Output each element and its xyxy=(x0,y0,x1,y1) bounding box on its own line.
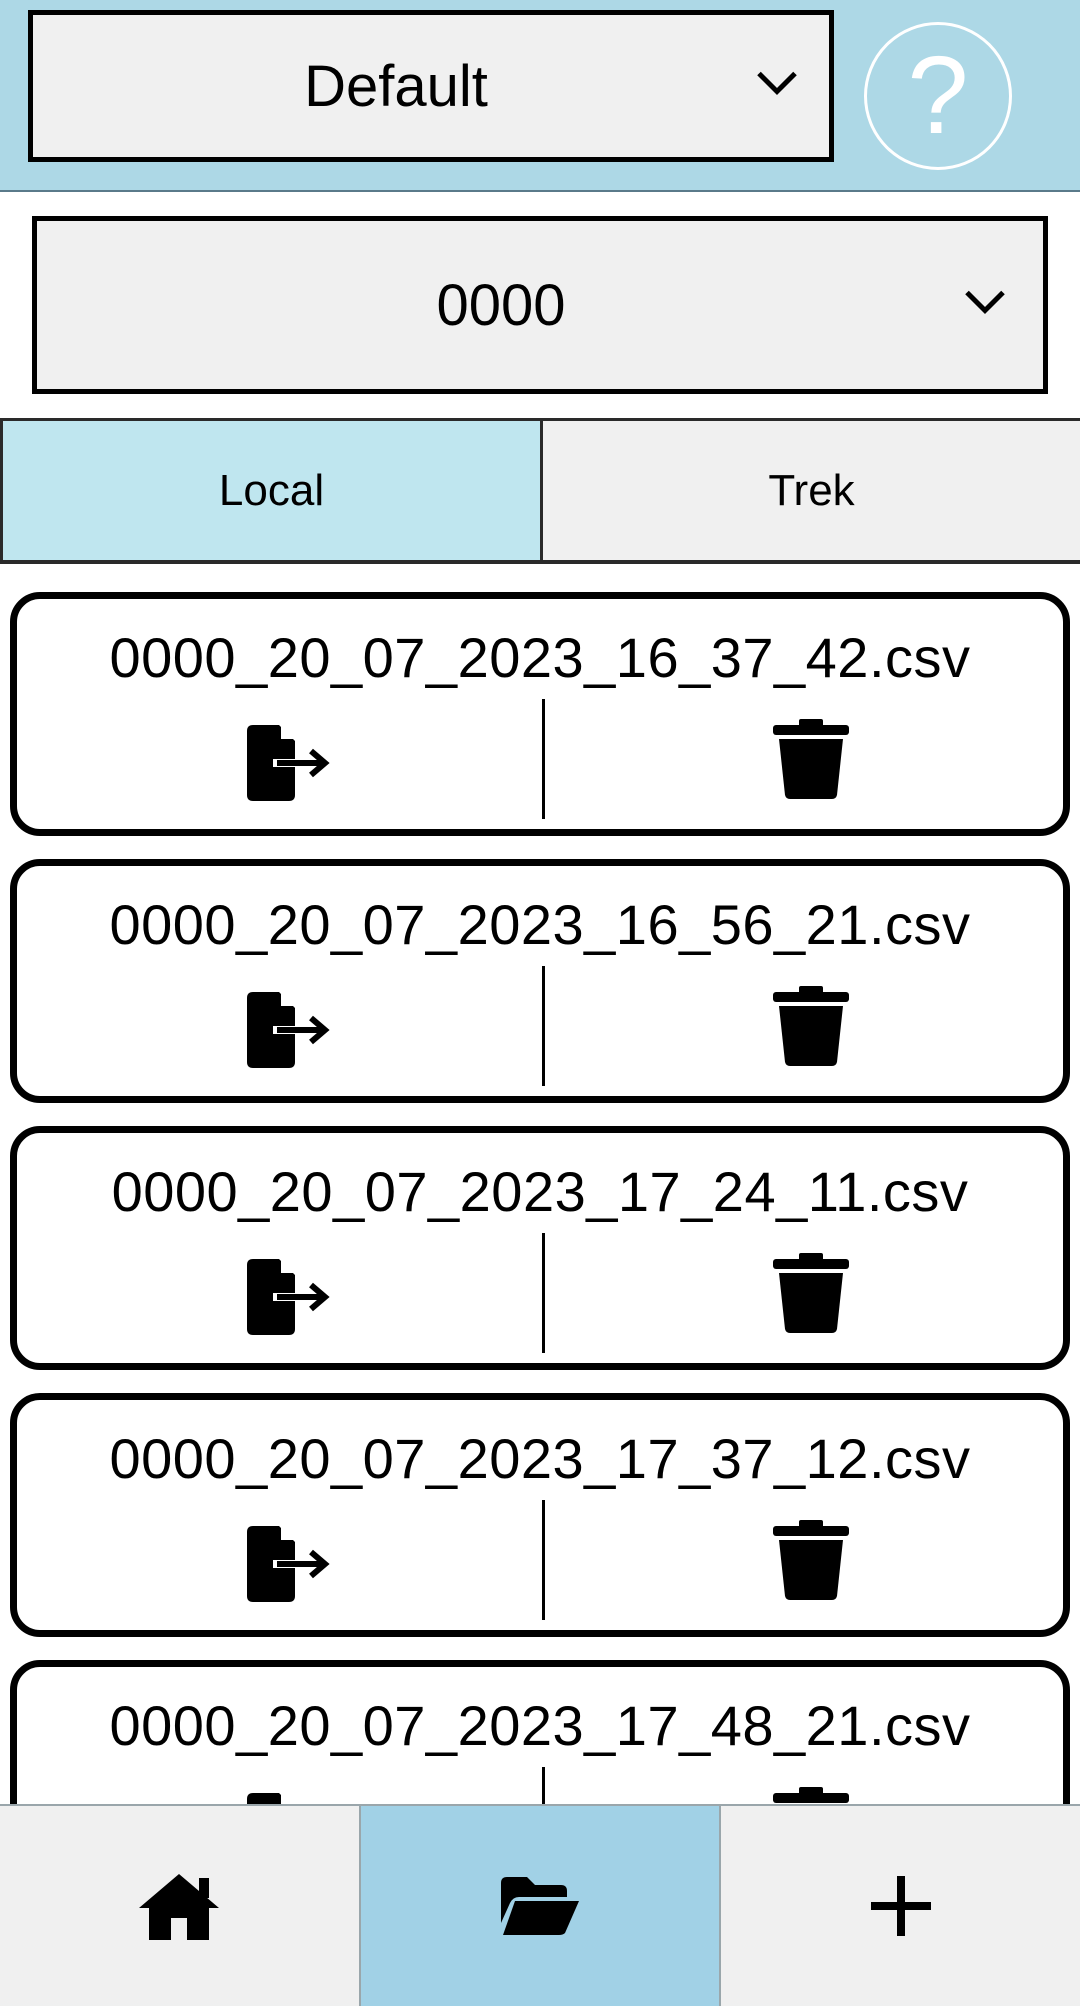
bottom-navigation xyxy=(0,1804,1080,2006)
card-divider xyxy=(542,966,545,1086)
trash-icon[interactable] xyxy=(769,1785,853,1804)
profile-dropdown[interactable]: Default xyxy=(28,10,834,162)
card-divider xyxy=(542,1233,545,1353)
device-id-value: 0000 xyxy=(436,272,566,338)
file-card: 0000_20_07_2023_16_37_42.csv xyxy=(10,592,1070,836)
folder-open-icon xyxy=(499,1875,581,1937)
nav-home-button[interactable] xyxy=(0,1806,361,2006)
trash-icon[interactable] xyxy=(769,1518,853,1602)
file-export-icon[interactable] xyxy=(243,1791,333,1804)
file-card: 0000_20_07_2023_17_37_12.csv xyxy=(10,1393,1070,1637)
file-name: 0000_20_07_2023_16_56_21.csv xyxy=(109,893,971,956)
plus-icon xyxy=(869,1874,933,1938)
file-export-icon[interactable] xyxy=(243,1257,333,1337)
nav-add-button[interactable] xyxy=(721,1806,1080,2006)
file-export-icon[interactable] xyxy=(243,723,333,803)
trash-icon[interactable] xyxy=(769,717,853,801)
profile-dropdown-value: Default xyxy=(304,53,488,119)
help-button[interactable]: ? xyxy=(864,22,1012,170)
card-divider xyxy=(542,699,545,819)
file-name: 0000_20_07_2023_17_37_12.csv xyxy=(109,1427,971,1490)
device-id-dropdown[interactable]: 0000 xyxy=(32,216,1048,394)
chevron-down-icon xyxy=(755,70,799,103)
tab-local[interactable]: Local xyxy=(0,421,543,560)
source-tabs: Local Trek xyxy=(0,418,1080,564)
file-list[interactable]: 0000_20_07_2023_16_37_42.csv 0000_20_07_… xyxy=(0,592,1080,1804)
file-name: 0000_20_07_2023_17_48_21.csv xyxy=(109,1694,971,1757)
nav-files-button[interactable] xyxy=(360,1806,722,2006)
file-name: 0000_20_07_2023_17_24_11.csv xyxy=(111,1160,969,1223)
card-divider xyxy=(542,1767,545,1804)
file-card: 0000_20_07_2023_16_56_21.csv xyxy=(10,859,1070,1103)
file-export-icon[interactable] xyxy=(243,1524,333,1604)
help-icon: ? xyxy=(907,34,969,157)
trash-icon[interactable] xyxy=(769,1251,853,1335)
tab-trek[interactable]: Trek xyxy=(543,421,1080,560)
file-card: 0000_20_07_2023_17_48_21.csv xyxy=(10,1660,1070,1804)
trash-icon[interactable] xyxy=(769,984,853,1068)
home-icon xyxy=(137,1870,221,1942)
card-divider xyxy=(542,1500,545,1620)
file-name: 0000_20_07_2023_16_37_42.csv xyxy=(109,626,971,689)
file-card: 0000_20_07_2023_17_24_11.csv xyxy=(10,1126,1070,1370)
chevron-down-icon xyxy=(963,289,1007,322)
file-export-icon[interactable] xyxy=(243,990,333,1070)
top-header: Default ? xyxy=(0,0,1080,192)
